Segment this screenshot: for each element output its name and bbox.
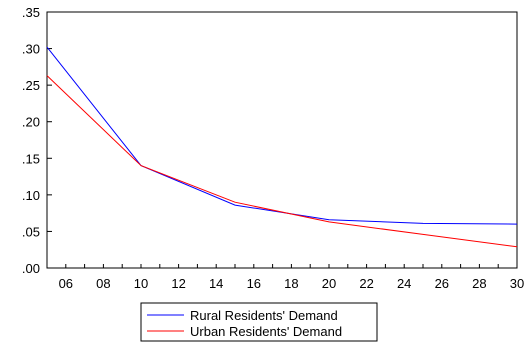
y-tick-label: .20	[22, 115, 40, 130]
x-tick-label: 14	[209, 276, 223, 291]
x-tick-label: 06	[59, 276, 73, 291]
x-tick-label: 12	[171, 276, 185, 291]
y-tick-label: .00	[22, 261, 40, 276]
x-tick-label: 22	[359, 276, 373, 291]
legend-box	[140, 302, 378, 342]
x-tick-label: 10	[134, 276, 148, 291]
y-tick-label: .05	[22, 224, 40, 239]
y-tick-label: .10	[22, 188, 40, 203]
y-tick-label: .30	[22, 42, 40, 57]
plot-frame	[46, 11, 518, 269]
series-lines	[46, 46, 518, 248]
legend-label-urban: Urban Residents' Demand	[190, 324, 342, 339]
x-tick-label: 30	[510, 276, 524, 291]
series-line-0	[46, 46, 518, 225]
y-tick-label: .15	[22, 151, 40, 166]
x-tick-label: 24	[397, 276, 411, 291]
x-tick-label: 26	[435, 276, 449, 291]
x-axis: 06 08 10 12 14 16 18 20 22 24 26 28 30	[46, 264, 524, 291]
x-tick-label: 18	[284, 276, 298, 291]
x-tick-label: 20	[322, 276, 336, 291]
legend-label-rural: Rural Residents' Demand	[190, 308, 338, 323]
x-tick-label: 08	[96, 276, 110, 291]
legend: Rural Residents' Demand Urban Residents'…	[140, 302, 378, 342]
y-tick-label: .25	[22, 78, 40, 93]
x-tick-label: 16	[247, 276, 261, 291]
x-tick-label: 28	[472, 276, 486, 291]
y-axis: .00 .05 .10 .15 .20 .25 .30 .35	[22, 5, 52, 276]
series-line-1	[46, 75, 518, 248]
y-tick-label: .35	[22, 5, 40, 20]
